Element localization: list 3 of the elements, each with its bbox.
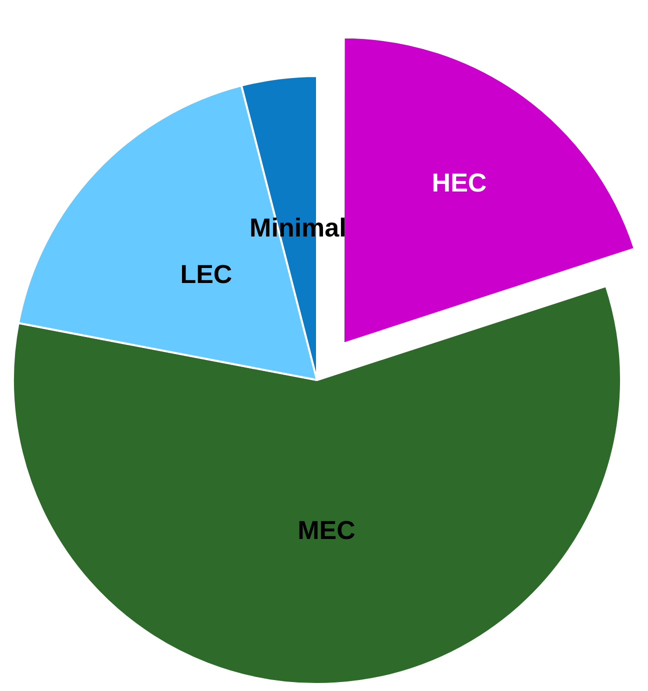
slice-label: HEC [432,167,487,198]
slice-label: MEC [298,514,356,545]
slice-label: LEC [180,259,232,290]
